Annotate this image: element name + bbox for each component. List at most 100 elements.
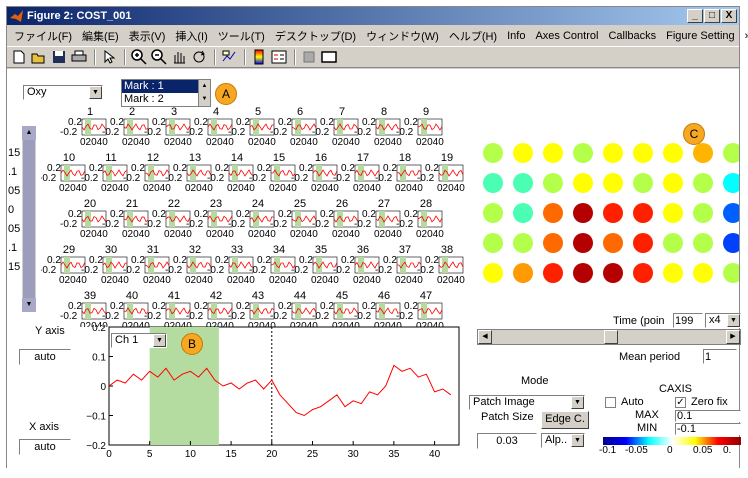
patch-circle[interactable] [693,233,713,253]
print-icon[interactable] [70,48,88,66]
time-scrollbar[interactable]: ◀ ▶ [477,329,741,345]
close-button[interactable]: X [721,9,737,23]
patch-circle[interactable] [663,233,683,253]
patch-circle[interactable] [483,233,503,253]
patch-circle[interactable] [723,263,739,283]
patch-circle[interactable] [633,233,653,253]
patch-size-input[interactable]: 0.03 [477,433,537,449]
patch-circle[interactable] [573,143,593,163]
plot-tools-icon[interactable] [320,48,338,66]
patch-circle[interactable] [573,203,593,223]
patch-circle[interactable] [723,173,739,193]
patch-circle[interactable] [603,143,623,163]
patch-circle[interactable] [693,203,713,223]
patch-circle[interactable] [663,173,683,193]
scroll-right-icon[interactable]: ▶ [726,330,740,344]
patch-circle[interactable] [543,143,563,163]
menu-item-4[interactable]: ツール(T) [217,30,265,43]
x-axis-input[interactable]: auto [19,439,71,455]
chevron-down-icon[interactable]: ▼ [727,314,740,327]
patch-circle[interactable] [723,143,739,163]
patch-circle[interactable] [603,263,623,283]
patch-circle[interactable] [513,173,533,193]
patch-circle[interactable] [633,203,653,223]
minimize-button[interactable]: _ [687,9,703,23]
new-icon[interactable] [10,48,28,66]
listbox-scrollbar[interactable]: ▲ ▼ [198,80,210,106]
save-icon[interactable] [50,48,68,66]
patch-circle[interactable] [483,143,503,163]
menu-item-2[interactable]: 表示(V) [128,30,166,43]
patch-circle[interactable] [633,143,653,163]
chevron-down-icon[interactable]: ▼ [89,86,102,99]
patch-circle[interactable] [603,173,623,193]
patch-circle[interactable] [543,173,563,193]
patch-circle[interactable] [513,203,533,223]
patch-circle[interactable] [483,173,503,193]
patch-circle[interactable] [723,233,739,253]
patch-circle[interactable] [513,233,533,253]
alpha-select[interactable]: Alp.. ▼ [541,433,585,448]
patch-circle[interactable] [543,263,563,283]
patch-circle[interactable] [483,263,503,283]
vertical-scroll-slider[interactable]: ▲ ▼ [21,125,37,313]
time-scroll-thumb[interactable] [604,330,618,344]
open-icon[interactable] [30,48,48,66]
auto-checkbox[interactable] [605,397,616,408]
oxy-select[interactable]: Oxy ▼ [23,85,103,100]
menu-item-5[interactable]: デスクトップ(D) [274,30,357,43]
patch-circle[interactable] [603,233,623,253]
scroll-left-icon[interactable]: ◀ [478,330,492,344]
zoom-out-icon[interactable] [150,48,168,66]
menu-item-6[interactable]: ウィンドウ(W) [366,30,439,43]
patch-circle[interactable] [663,143,683,163]
patch-circle[interactable] [603,203,623,223]
menu-item-1[interactable]: 編集(E) [82,30,119,43]
patch-circle[interactable] [693,173,713,193]
min-input[interactable]: -0.1 [675,423,741,435]
patch-circle[interactable] [573,233,593,253]
mark-listbox[interactable]: Mark : 1 Mark : 2 ▲ ▼ [121,79,211,107]
mode-select[interactable]: Patch Image ▼ [469,395,585,410]
menu-item-0[interactable]: ファイル(F) [14,30,73,43]
patch-circle[interactable] [663,263,683,283]
rotate-icon[interactable] [190,48,208,66]
menu-item-9[interactable]: Axes Control [535,29,599,42]
menu-item-12[interactable]: » [740,30,748,42]
patch-circle[interactable] [573,263,593,283]
grid-icon[interactable] [300,48,318,66]
chevron-down-icon[interactable]: ▼ [153,334,166,347]
patch-circle[interactable] [573,173,593,193]
chevron-down-icon[interactable]: ▼ [571,396,584,409]
y-axis-input[interactable]: auto [19,349,71,365]
max-input[interactable]: 0.1 [675,410,741,422]
patch-circle[interactable] [543,233,563,253]
pointer-icon[interactable] [100,48,118,66]
maximize-button[interactable]: □ [704,9,720,23]
time-zoom-select[interactable]: x4 ▼ [705,313,741,328]
mark-item-1[interactable]: Mark : 1 [122,80,210,93]
legend-icon[interactable] [270,48,288,66]
mean-period-input[interactable]: 1 [703,349,737,364]
patch-circle[interactable] [513,143,533,163]
menu-item-3[interactable]: 挿入(I) [175,30,208,43]
patch-circle[interactable] [513,263,533,283]
edge-color-button[interactable]: Edge C. [541,411,589,429]
patch-circle[interactable] [693,263,713,283]
menu-item-7[interactable]: ヘルプ(H) [448,30,498,43]
patch-circle[interactable] [633,173,653,193]
menu-item-8[interactable]: Info [507,29,526,42]
scroll-up-icon[interactable]: ▲ [22,126,36,140]
chevron-down-icon[interactable]: ▼ [571,434,584,447]
scroll-thumb[interactable] [23,140,35,298]
zoom-in-icon[interactable] [130,48,148,66]
scroll-down-icon[interactable]: ▼ [22,298,36,312]
patch-circle[interactable] [543,203,563,223]
patch-circle[interactable] [483,203,503,223]
datatip-icon[interactable] [220,48,238,66]
pan-icon[interactable] [170,48,188,66]
mark-item-2[interactable]: Mark : 2 [124,93,164,105]
menu-item-10[interactable]: Callbacks [608,29,657,42]
patch-circle[interactable] [693,143,713,163]
patch-circle[interactable] [633,263,653,283]
